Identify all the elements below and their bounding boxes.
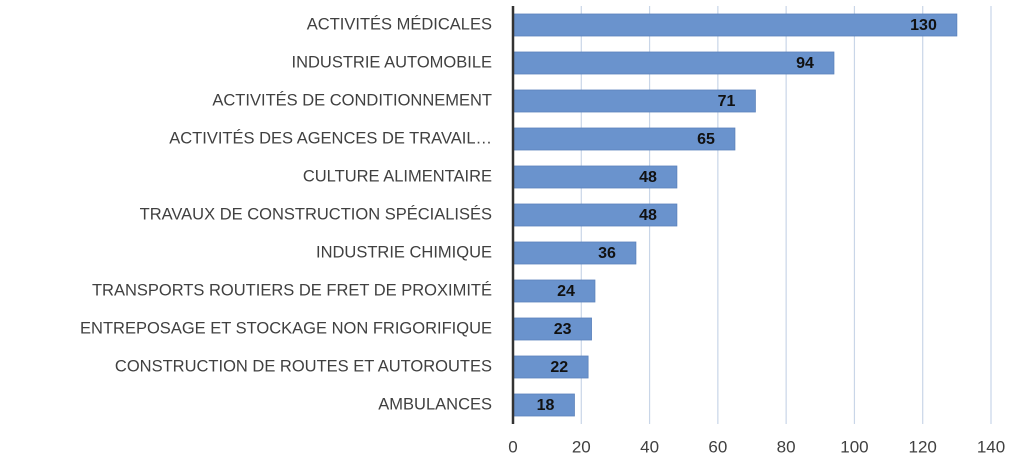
value-label: 94 [796, 55, 814, 72]
x-tick-label: 0 [508, 437, 517, 456]
y-tick-label: TRANSPORTS ROUTIERS DE FRET DE PROXIMITÉ [92, 280, 492, 299]
bar [512, 13, 958, 37]
x-tick-label: 120 [909, 437, 937, 456]
x-tick-label: 60 [708, 437, 727, 456]
bar [512, 279, 596, 303]
y-tick-label: ACTIVITÉS DES AGENCES DE TRAVAIL… [169, 128, 492, 147]
value-label: 23 [554, 321, 572, 338]
y-tick-label: AMBULANCES [378, 395, 492, 413]
value-label: 18 [537, 397, 555, 414]
y-tick-label: INDUSTRIE AUTOMOBILE [292, 53, 492, 71]
bar [512, 241, 637, 265]
y-tick-label: TRAVAUX DE CONSTRUCTION SPÉCIALISÉS [140, 204, 492, 223]
value-label: 71 [718, 93, 736, 110]
value-label: 36 [598, 245, 616, 262]
x-tick-label: 140 [977, 437, 1005, 456]
x-tick-label: 100 [840, 437, 868, 456]
value-label: 22 [550, 359, 568, 376]
y-tick-label: CONSTRUCTION DE ROUTES ET AUTOROUTES [115, 357, 492, 375]
value-label: 48 [639, 169, 657, 186]
value-label: 65 [697, 131, 715, 148]
y-tick-label: CULTURE ALIMENTAIRE [303, 167, 492, 185]
x-tick-label: 80 [777, 437, 796, 456]
value-label: 24 [557, 283, 575, 300]
bar [512, 317, 592, 341]
y-tick-label: INDUSTRIE CHIMIQUE [316, 243, 492, 261]
x-tick-label: 40 [640, 437, 659, 456]
y-tick-label: ACTIVITÉS MÉDICALES [307, 14, 492, 33]
bar [512, 51, 835, 75]
value-label: 130 [910, 17, 937, 34]
value-label: 48 [639, 207, 657, 224]
x-tick-label: 20 [572, 437, 591, 456]
y-tick-label: ACTIVITÉS DE CONDITIONNEMENT [212, 90, 492, 109]
y-tick-label: ENTREPOSAGE ET STOCKAGE NON FRIGORIFIQUE [80, 319, 492, 337]
